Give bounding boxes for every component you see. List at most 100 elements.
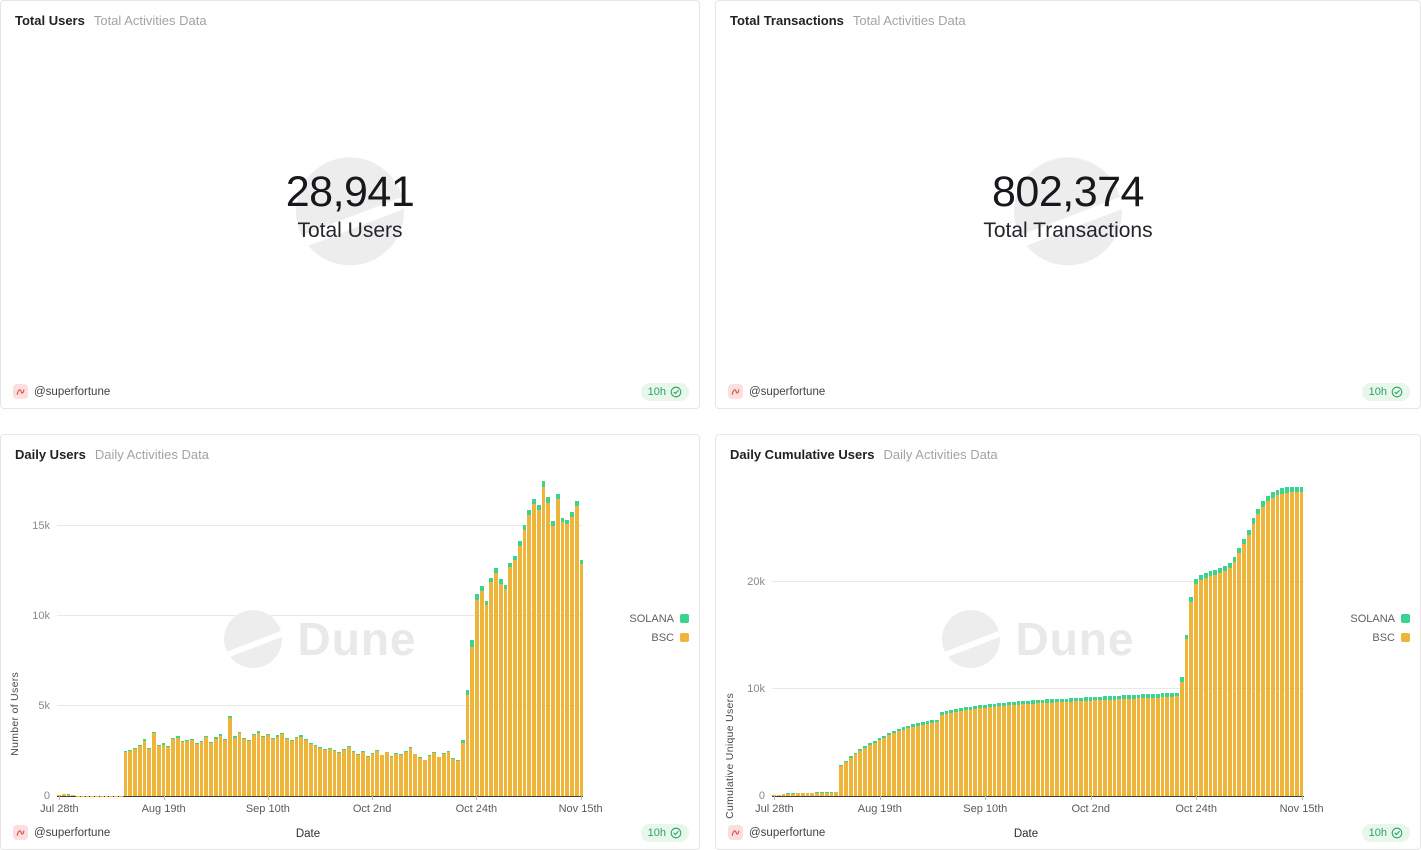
bar[interactable] [839,481,843,796]
bar[interactable] [887,481,891,796]
bar[interactable] [1002,481,1007,796]
bar[interactable] [384,481,389,796]
bar[interactable] [1218,481,1222,796]
bar[interactable] [451,481,455,796]
panel-title[interactable]: Total Users [15,13,85,28]
bar[interactable] [570,481,574,796]
bar[interactable] [772,481,776,796]
panel-subtitle[interactable]: Daily Activities Data [94,447,209,462]
bar[interactable] [1208,481,1213,796]
bar[interactable] [1083,481,1088,796]
bar[interactable] [166,481,170,796]
bar[interactable] [57,481,61,796]
bar[interactable] [1299,481,1304,796]
bar[interactable] [394,481,398,796]
bar[interactable] [776,481,781,796]
bar[interactable] [1059,481,1064,796]
bar[interactable] [190,481,194,796]
author-handle[interactable]: @superfortune [34,826,111,839]
bar[interactable] [508,481,512,796]
bar[interactable] [1102,481,1107,796]
bar[interactable] [118,481,123,796]
bar[interactable] [992,481,997,796]
bar[interactable] [1050,481,1055,796]
panel-subtitle[interactable]: Total Activities Data [852,13,966,28]
author-handle[interactable]: @superfortune [749,385,826,398]
bar[interactable] [85,481,90,796]
panel-title[interactable]: Daily Users [15,447,86,462]
bar[interactable] [465,481,470,796]
bar[interactable] [791,481,795,796]
bar[interactable] [1040,481,1045,796]
bar[interactable] [90,481,94,796]
bar[interactable] [66,481,71,796]
bar[interactable] [963,481,968,796]
bar[interactable] [1232,481,1237,796]
bar[interactable] [460,481,465,796]
bar[interactable] [247,481,251,796]
bar[interactable] [930,481,935,796]
bar[interactable] [1079,481,1083,796]
bar[interactable] [877,481,882,796]
bar[interactable] [1285,481,1290,796]
bar[interactable] [805,481,810,796]
bar[interactable] [361,481,365,796]
bar[interactable] [413,481,417,796]
bar[interactable] [147,481,151,796]
bar[interactable] [318,481,322,796]
freshness-badge[interactable]: 10h [1361,824,1410,842]
bar[interactable] [76,481,80,796]
bar[interactable] [987,481,992,796]
panel-subtitle[interactable]: Total Activities Data [93,13,207,28]
bar[interactable] [389,481,394,796]
bar[interactable] [882,481,887,796]
bar[interactable] [1227,481,1232,796]
bar[interactable] [579,481,584,796]
bar[interactable] [819,481,824,796]
bar[interactable] [479,481,484,796]
bar[interactable] [560,481,565,796]
bar[interactable] [171,481,175,796]
panel-subtitle[interactable]: Daily Activities Data [883,447,998,462]
bar[interactable] [863,481,867,796]
bar[interactable] [380,481,384,796]
freshness-badge[interactable]: 10h [640,824,689,842]
author[interactable]: @superfortune [728,384,825,399]
bar[interactable] [848,481,853,796]
bar[interactable] [1261,481,1266,796]
bar[interactable] [1136,481,1141,796]
bar[interactable] [71,481,75,796]
bar[interactable] [810,481,815,796]
bar[interactable] [375,481,379,796]
bar[interactable] [304,481,308,796]
bar[interactable] [1131,481,1136,796]
bar[interactable] [925,481,930,796]
bar[interactable] [494,481,498,796]
bar[interactable] [294,481,299,796]
bar[interactable] [142,481,147,796]
bar[interactable] [128,481,132,796]
bar[interactable] [815,481,819,796]
bar[interactable] [1141,481,1146,796]
bar[interactable] [1198,481,1203,796]
bar[interactable] [427,481,432,796]
bar[interactable] [285,481,289,796]
bar[interactable] [456,481,460,796]
bar[interactable] [1117,481,1122,796]
bar[interactable] [829,481,834,796]
bar[interactable] [232,481,237,796]
bar[interactable] [261,481,265,796]
bar[interactable] [346,481,351,796]
bar[interactable] [356,481,360,796]
bar[interactable] [541,481,546,796]
panel-title[interactable]: Total Transactions [730,13,844,28]
bar[interactable] [901,481,906,796]
bar[interactable] [1064,481,1069,796]
bar[interactable] [228,481,232,796]
bar[interactable] [1026,481,1031,796]
bar[interactable] [1007,481,1011,796]
bar[interactable] [1074,481,1078,796]
bar[interactable] [332,481,337,796]
author-handle[interactable]: @superfortune [34,385,111,398]
freshness-badge[interactable]: 10h [640,383,689,401]
